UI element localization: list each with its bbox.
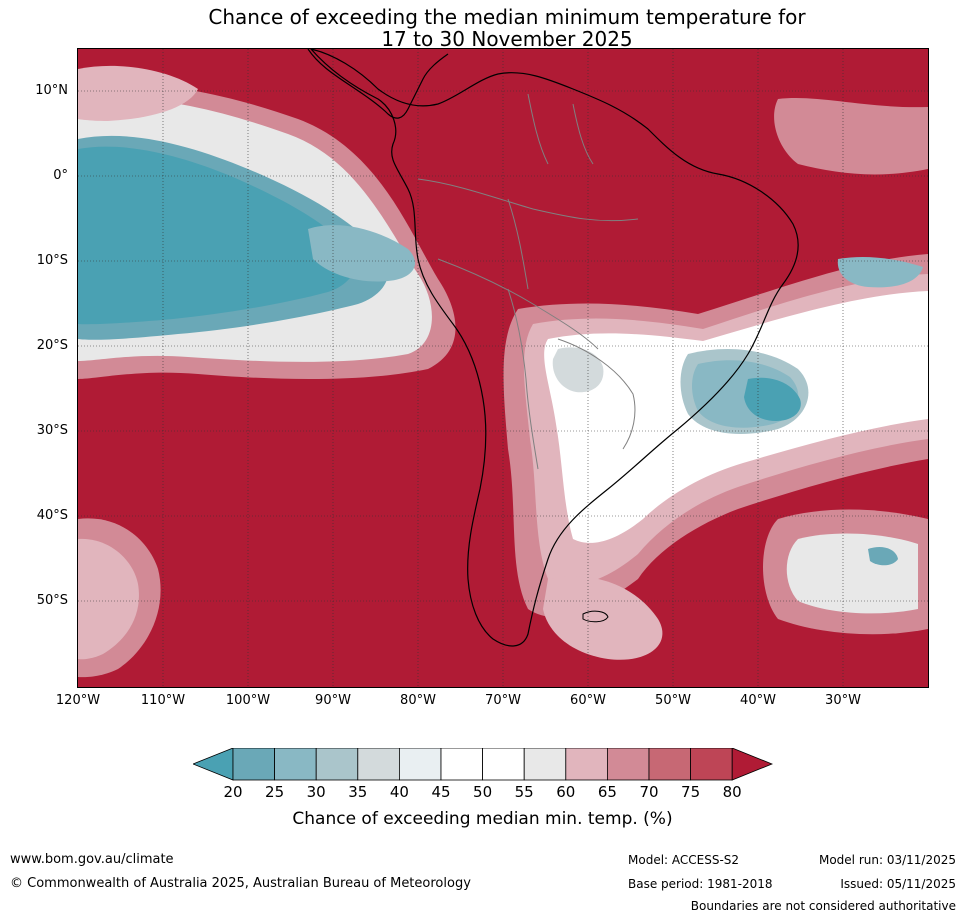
model-text: Model: ACCESS-S2: [628, 853, 740, 867]
disclaimer-text: Boundaries are not considered authoritat…: [690, 899, 956, 913]
colorbar-bin: [482, 747, 525, 781]
falklands-coastline: [582, 610, 609, 623]
website-link[interactable]: www.bom.gov.au/climate: [10, 852, 174, 867]
colorbar-tick-50: 50: [473, 783, 493, 801]
colorbar-bin: [523, 747, 567, 781]
country-borders: [417, 93, 639, 470]
lon-label-100w: 100°W: [225, 693, 271, 708]
low-probability-field: [78, 135, 923, 566]
model-run-text: Model run: 03/11/2025: [818, 853, 956, 867]
graticule: [78, 49, 928, 687]
colorbar-tick-30: 30: [306, 783, 326, 801]
lon-label-110w: 110°W: [140, 693, 186, 708]
title-line-1: Chance of exceeding the median minimum t…: [208, 5, 806, 29]
colorbar-high-arrow: [731, 747, 774, 781]
lat-label-0: 0°: [53, 168, 68, 183]
colorbar-tick-35: 35: [348, 783, 368, 801]
south-america-coastline: [310, 49, 799, 647]
colorbar-bin: [440, 747, 483, 781]
copyright-text: © Commonwealth of Australia 2025, Austra…: [10, 876, 471, 891]
lon-label-50w: 50°W: [655, 693, 691, 708]
lat-label-20s: 20°S: [36, 338, 68, 353]
colorbar-bin: [606, 747, 650, 781]
lon-label-120w: 120°W: [55, 693, 101, 708]
colorbar-tick-70: 70: [639, 783, 659, 801]
colorbar-tick-65: 65: [597, 783, 617, 801]
colorbar-bin: [690, 747, 733, 781]
colorbar-low-arrow: [191, 747, 234, 781]
lat-label-40s: 40°S: [36, 508, 68, 523]
colorbar-tick-75: 75: [681, 783, 701, 801]
colorbar-tick-40: 40: [389, 783, 409, 801]
title-line-2: 17 to 30 November 2025: [381, 27, 633, 51]
lat-label-10s: 10°S: [36, 253, 68, 268]
lon-label-70w: 70°W: [485, 693, 521, 708]
colorbar-tick-45: 45: [431, 783, 451, 801]
map-title: Chance of exceeding the median minimum t…: [0, 6, 965, 50]
lon-label-90w: 90°W: [315, 693, 351, 708]
colorbar-label: Chance of exceeding median min. temp. (%…: [292, 809, 673, 829]
colorbar-tick-60: 60: [556, 783, 576, 801]
colorbar-tick-80: 80: [722, 783, 742, 801]
lon-label-60w: 60°W: [570, 693, 606, 708]
lat-label-10n: 10°N: [35, 83, 68, 98]
issued-text: Issued: 05/11/2025: [840, 877, 956, 891]
lon-label-30w: 30°W: [825, 693, 861, 708]
colorbar-tick-25: 25: [265, 783, 285, 801]
colorbar-bin: [565, 747, 608, 781]
base-period-text: Base period: 1981-2018: [628, 877, 773, 891]
colorbar-bin: [398, 747, 442, 781]
central-america-coastline: [307, 49, 449, 119]
lat-label-50s: 50°S: [36, 593, 68, 608]
colorbar-bin: [232, 747, 275, 781]
colorbar-tick-55: 55: [514, 783, 534, 801]
colorbar-tick-20: 20: [223, 783, 243, 801]
lon-label-80w: 80°W: [400, 693, 436, 708]
lat-label-30s: 30°S: [36, 423, 68, 438]
lon-label-40w: 40°W: [740, 693, 776, 708]
colorbar-bin: [274, 747, 317, 781]
colorbar-bin: [648, 747, 691, 781]
colorbar-bin: [357, 747, 400, 781]
probability-map: [77, 48, 929, 688]
colorbar: [191, 747, 774, 786]
colorbar-bin: [315, 747, 359, 781]
